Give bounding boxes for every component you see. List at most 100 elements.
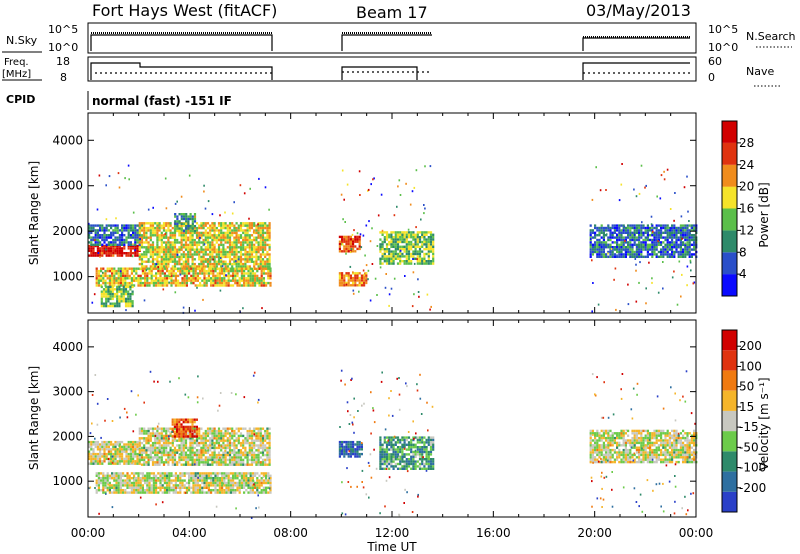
station-title: Fort Hays West (fitACF) xyxy=(92,1,277,20)
velocity-colorbar-label-3: 15 xyxy=(739,400,754,414)
velocity-band-1 xyxy=(138,427,271,466)
velocity-colorbar-label-1: 100 xyxy=(739,359,762,373)
cpid-text: normal (fast) -151 IF xyxy=(92,94,232,108)
freq-strip-frame xyxy=(87,56,697,82)
power-band-6 xyxy=(338,235,361,253)
freq-tick-bottom: 8 xyxy=(60,71,67,84)
time-tick-label-4: 16:00 xyxy=(476,526,511,540)
nave-label: Nave xyxy=(746,65,774,78)
power-colorbar-swatch-3 xyxy=(722,208,737,231)
time-tick-label-5: 20:00 xyxy=(577,526,612,540)
power-colorbar-swatch-0 xyxy=(722,274,737,296)
time-axis-label: Time UT xyxy=(366,540,417,554)
time-axis: 00:00 04:00 08:00 12:00 16:00 20:00 00:00 xyxy=(71,526,714,540)
nsearch-tick-top: 10^5 xyxy=(708,23,738,36)
freq-label: Freq. xyxy=(4,57,29,68)
velocity-colorbar-swatch-2 xyxy=(722,451,737,472)
time-tick-label-6: 00:00 xyxy=(679,526,714,540)
velocity-band-5 xyxy=(379,436,435,470)
velocity-axes: 1000 2000 3000 4000 xyxy=(52,320,697,517)
power-colorbar-label-6: 28 xyxy=(739,136,754,150)
velocity-colorbar-swatch-6 xyxy=(722,370,737,391)
nsky-tick-bottom: 10^0 xyxy=(48,41,78,54)
power-colorbar-swatch-2 xyxy=(722,230,737,253)
velocity-colorbar-swatch-3 xyxy=(722,431,737,452)
freq-trace xyxy=(90,62,690,80)
velocity-colorbar-label-5: -50 xyxy=(739,440,759,454)
time-tick-label-3: 12:00 xyxy=(375,526,410,540)
power-axes: 1000 2000 3000 4000 xyxy=(52,113,697,313)
velocity-band-6 xyxy=(589,429,698,464)
power-colorbar-swatch-7 xyxy=(722,121,737,143)
velocity-colorbar-swatch-8 xyxy=(722,330,737,351)
nsky-trace xyxy=(90,34,690,51)
power-band-1 xyxy=(88,224,141,246)
velocity-colorbar-label: Velocity [m s⁻¹] xyxy=(757,377,771,470)
velocity-band-3 xyxy=(171,418,198,438)
power-colorbar-label-0: 4 xyxy=(739,267,747,281)
velocity-colorbar-frame xyxy=(721,329,738,513)
velocity-ylabel: Slant Range [km] xyxy=(27,366,41,470)
power-band-5 xyxy=(174,213,197,233)
velocity-ytick-label-3: 4000 xyxy=(52,340,83,354)
velocity-ytick-label-2: 3000 xyxy=(52,385,83,399)
nave-tick-top: 60 xyxy=(708,55,722,68)
power-colorbar-label-3: 16 xyxy=(739,202,754,216)
cpid-label: CPID xyxy=(6,93,35,106)
power-colorbar-swatch-5 xyxy=(722,164,737,187)
power-panel: 1000 2000 3000 4000 Slant Range [km] xyxy=(27,112,698,314)
nave-trace xyxy=(95,71,690,74)
power-band-4 xyxy=(100,285,134,308)
power-ytick-label-3: 4000 xyxy=(52,133,83,147)
velocity-colorbar-swatch-5 xyxy=(722,390,737,411)
nsearch-tick-bottom: 10^0 xyxy=(708,41,738,54)
date-label: 03/May/2013 xyxy=(586,1,691,20)
nsky-strip-frame xyxy=(87,22,697,54)
power-band-3 xyxy=(95,267,272,287)
power-band-8 xyxy=(379,231,435,265)
power-colorbar-swatch-4 xyxy=(722,186,737,209)
velocity-band-4 xyxy=(338,440,363,458)
velocity-band-2 xyxy=(95,472,272,494)
velocity-scatter xyxy=(88,369,697,519)
velocity-colorbar: 200 100 50 15 -15 -50 -100 -200 xyxy=(721,329,766,513)
velocity-colorbar-swatch-1 xyxy=(722,471,737,492)
power-scatter xyxy=(88,163,696,314)
nsky-tick-top: 10^5 xyxy=(48,23,78,36)
power-ytick-label-0: 1000 xyxy=(52,270,83,284)
power-colorbar-swatch-6 xyxy=(722,142,737,165)
velocity-colorbar-label-2: 50 xyxy=(739,380,754,394)
nsearch-trace xyxy=(91,32,690,38)
velocity-colorbar-label-4: -15 xyxy=(739,420,759,434)
velocity-colorbar-swatch-0 xyxy=(722,491,737,512)
nsearch-label: N.Search xyxy=(746,30,796,43)
power-ylabel: Slant Range [km] xyxy=(27,161,41,265)
power-colorbar-swatch-1 xyxy=(722,252,737,275)
power-ytick-label-1: 2000 xyxy=(52,224,83,238)
velocity-ytick-label-0: 1000 xyxy=(52,474,83,488)
time-tick-label-0: 00:00 xyxy=(71,526,106,540)
power-colorbar-label-2: 12 xyxy=(739,223,754,237)
velocity-data-layer xyxy=(88,369,698,519)
nave-tick-bottom: 0 xyxy=(708,71,715,84)
beam-label: Beam 17 xyxy=(356,3,428,22)
velocity-colorbar-swatch-4 xyxy=(722,410,737,432)
velocity-colorbar-swatch-7 xyxy=(722,350,737,371)
velocity-colorbar-label-7: -200 xyxy=(739,481,766,495)
power-colorbar-label-5: 24 xyxy=(739,158,754,172)
power-colorbar-label-1: 8 xyxy=(739,245,747,259)
power-band-2 xyxy=(138,222,271,271)
power-colorbar: 4 8 12 16 20 24 28 xyxy=(721,120,754,297)
velocity-colorbar-label-6: -100 xyxy=(739,461,766,475)
time-tick-label-2: 08:00 xyxy=(273,526,308,540)
velocity-ytick-label-1: 2000 xyxy=(52,429,83,443)
power-data-layer xyxy=(88,163,698,314)
power-colorbar-label: Power [dB] xyxy=(757,182,771,247)
power-band-7 xyxy=(338,272,368,287)
power-ytick-label-2: 3000 xyxy=(52,179,83,193)
velocity-band-0 xyxy=(88,440,141,465)
freq-unit-label: [MHz] xyxy=(2,69,31,80)
time-tick-label-1: 04:00 xyxy=(172,526,207,540)
